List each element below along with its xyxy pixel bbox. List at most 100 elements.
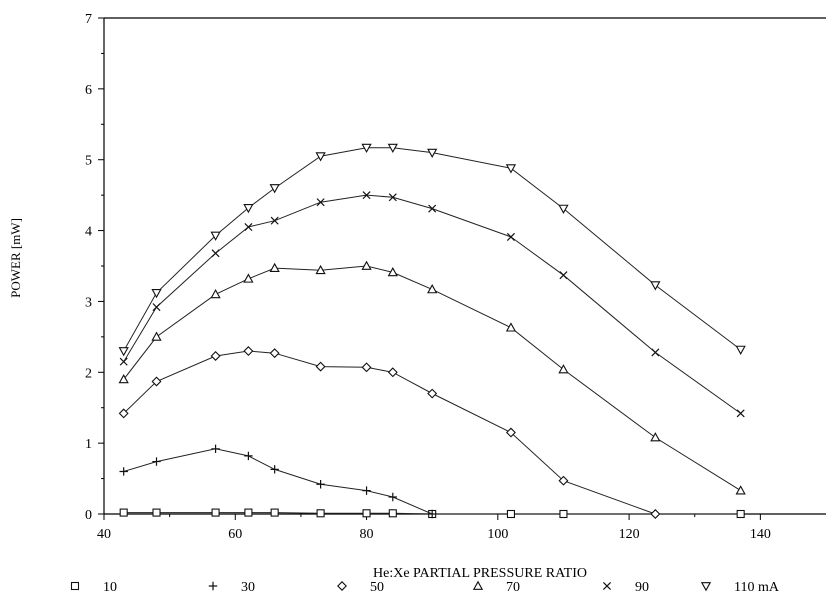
data-point [152,508,161,517]
legend-item: 90 [602,580,649,595]
data-point [316,480,325,489]
x-tick-label: 40 [97,527,111,542]
data-point [505,164,517,174]
data-point [210,231,221,241]
legend-label: 90 [635,580,649,595]
legend: 10 30 50 70 90 110 mA [70,580,780,595]
data-point [243,346,254,357]
data-point [388,492,397,502]
series-line [123,512,741,515]
series-group [118,143,746,519]
data-point [244,451,253,461]
data-point [118,347,129,357]
data-point [388,509,397,518]
data-point [152,457,161,466]
legend-marker [70,581,80,591]
data-point [118,374,129,384]
legend-label: 50 [370,580,384,595]
data-point [387,367,398,378]
data-point [559,509,568,519]
y-axis-label: POWER [mW] [8,218,23,298]
data-point [736,509,745,519]
data-point [270,508,279,517]
data-point [558,364,569,374]
legend-item: 110 mA [700,580,780,595]
legend-item: 70 [472,580,520,595]
data-point [315,152,326,162]
data-point [269,184,280,194]
data-point [269,262,280,273]
data-point [151,331,162,341]
legend-marker [208,581,218,591]
series-4 [118,260,746,495]
data-point [243,203,254,214]
data-point [387,143,398,154]
y-tick-label: 5 [85,154,92,169]
data-point [151,289,162,299]
y-tick-label: 0 [85,508,92,523]
data-point [506,509,515,519]
series-6 [118,143,746,357]
data-point [119,508,128,517]
data-point [362,486,371,495]
data-point [736,409,745,418]
data-point [315,264,326,275]
y-axis-ticks: 0 1 2 3 4 5 6 7 [85,12,104,523]
data-point [388,193,397,202]
data-point [269,348,280,359]
data-point [270,216,279,225]
x-tick-label: 80 [360,527,374,542]
legend-marker [700,582,712,592]
x-tick-label: 120 [619,527,640,542]
data-point [387,267,398,277]
series-line [123,265,741,492]
x-axis-ticks: 40 60 80 100 120 140 [97,514,771,542]
legend-item: 30 [208,580,255,595]
series-line [123,147,742,352]
data-point [243,273,254,283]
series-line [123,350,656,515]
data-point [505,427,516,438]
data-point [361,260,372,270]
x-tick-label: 100 [487,527,508,542]
y-tick-label: 3 [85,295,92,310]
data-point [428,204,437,213]
data-point [151,376,162,387]
data-point [505,322,517,332]
data-point [316,509,325,518]
data-point [650,281,661,291]
data-point [362,509,371,518]
data-point [118,408,129,419]
data-point [427,388,438,399]
data-point [211,508,220,517]
series-line [123,448,433,515]
data-point [270,465,279,474]
legend-item: 10 [70,580,117,595]
series-2 [119,444,437,519]
data-point [244,508,253,517]
data-point [506,232,515,241]
data-point [558,204,569,214]
data-point [210,351,221,361]
data-point [559,271,568,280]
series-3 [118,346,661,519]
data-point [152,303,161,312]
legend-item: 50 [337,580,384,595]
data-point [558,475,569,486]
data-point [735,345,746,355]
data-point [316,198,325,207]
data-point [427,509,437,519]
data-point [427,284,438,294]
y-tick-label: 7 [85,12,92,27]
x-tick-label: 140 [750,527,771,542]
y-tick-label: 6 [85,83,92,98]
data-point [362,191,371,200]
data-point [361,362,372,373]
data-point [735,485,746,495]
legend-label: 110 mA [734,580,780,595]
axes [103,17,826,515]
data-point [211,249,220,258]
x-tick-label: 60 [228,527,242,542]
data-point [119,467,128,476]
